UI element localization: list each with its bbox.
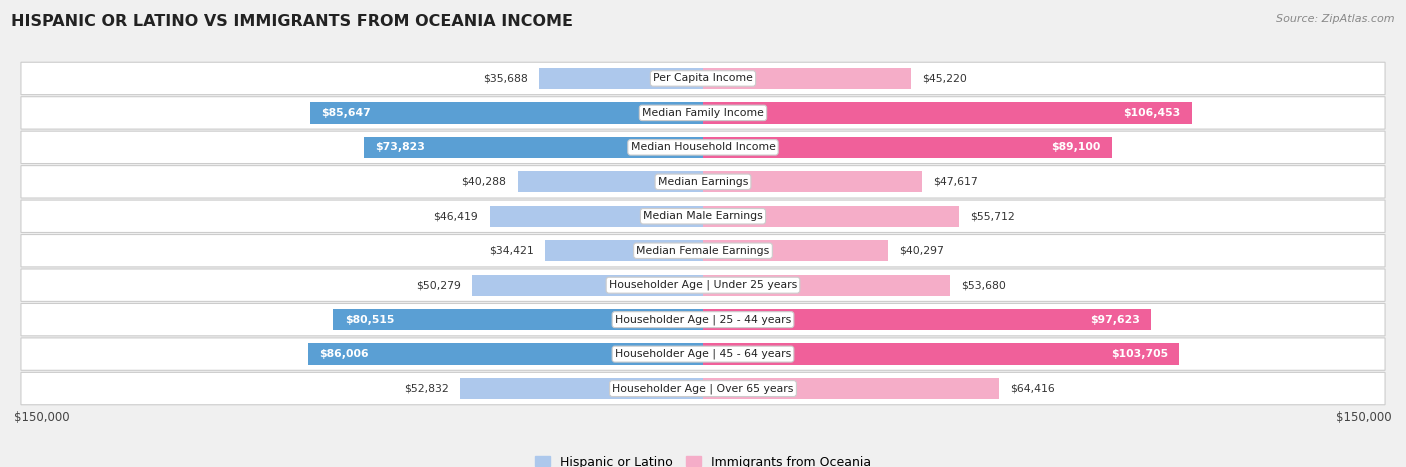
Bar [546,240,703,262]
FancyBboxPatch shape [21,304,1385,336]
Bar [703,102,1192,124]
Text: $50,279: $50,279 [416,280,461,290]
Text: Householder Age | Under 25 years: Householder Age | Under 25 years [609,280,797,290]
Bar [460,378,703,399]
Text: $73,823: $73,823 [375,142,425,152]
Text: $106,453: $106,453 [1123,108,1181,118]
Bar [364,137,703,158]
FancyBboxPatch shape [21,234,1385,267]
Text: $103,705: $103,705 [1111,349,1168,359]
Text: $34,421: $34,421 [489,246,533,256]
Text: HISPANIC OR LATINO VS IMMIGRANTS FROM OCEANIA INCOME: HISPANIC OR LATINO VS IMMIGRANTS FROM OC… [11,14,574,29]
Text: Median Male Earnings: Median Male Earnings [643,211,763,221]
Bar [703,205,959,227]
Text: $80,515: $80,515 [344,315,394,325]
FancyBboxPatch shape [21,97,1385,129]
FancyBboxPatch shape [21,62,1385,95]
Text: $150,000: $150,000 [1336,411,1392,424]
Text: Median Family Income: Median Family Income [643,108,763,118]
Text: Source: ZipAtlas.com: Source: ZipAtlas.com [1277,14,1395,24]
Bar [333,309,703,330]
Bar [472,275,703,296]
Text: Median Household Income: Median Household Income [630,142,776,152]
Bar [308,343,703,365]
Text: $45,220: $45,220 [922,73,967,84]
Text: $53,680: $53,680 [962,280,1005,290]
Text: $55,712: $55,712 [970,211,1015,221]
Text: $40,297: $40,297 [900,246,945,256]
FancyBboxPatch shape [21,131,1385,163]
Text: Householder Age | 25 - 44 years: Householder Age | 25 - 44 years [614,314,792,325]
Bar [703,275,949,296]
Text: $97,623: $97,623 [1090,315,1140,325]
Bar [703,309,1152,330]
Bar [703,378,998,399]
Text: Per Capita Income: Per Capita Income [652,73,754,84]
Text: $52,832: $52,832 [404,383,449,394]
FancyBboxPatch shape [21,269,1385,301]
Bar [703,171,922,192]
FancyBboxPatch shape [21,166,1385,198]
Bar [489,205,703,227]
FancyBboxPatch shape [21,338,1385,370]
Bar [703,68,911,89]
FancyBboxPatch shape [21,372,1385,405]
Bar [703,137,1112,158]
Text: $47,617: $47,617 [934,177,979,187]
Text: $40,288: $40,288 [461,177,506,187]
FancyBboxPatch shape [21,200,1385,233]
Text: $85,647: $85,647 [321,108,371,118]
Text: $46,419: $46,419 [433,211,478,221]
Text: $64,416: $64,416 [1011,383,1054,394]
Bar [309,102,703,124]
Text: $150,000: $150,000 [14,411,70,424]
Text: $35,688: $35,688 [482,73,527,84]
Legend: Hispanic or Latino, Immigrants from Oceania: Hispanic or Latino, Immigrants from Ocea… [536,456,870,467]
Text: $89,100: $89,100 [1052,142,1101,152]
Text: Median Earnings: Median Earnings [658,177,748,187]
Bar [538,68,703,89]
Text: Median Female Earnings: Median Female Earnings [637,246,769,256]
Text: Householder Age | 45 - 64 years: Householder Age | 45 - 64 years [614,349,792,359]
Text: Householder Age | Over 65 years: Householder Age | Over 65 years [612,383,794,394]
Bar [703,240,889,262]
Bar [703,343,1180,365]
Bar [517,171,703,192]
Text: $86,006: $86,006 [319,349,370,359]
